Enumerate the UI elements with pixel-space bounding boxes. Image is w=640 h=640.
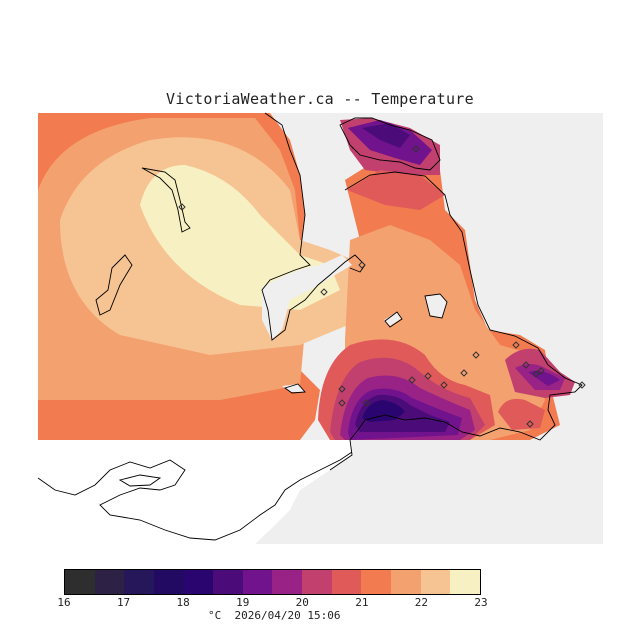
station-marker xyxy=(512,341,520,349)
color-swatch xyxy=(361,570,392,594)
weather-stations xyxy=(178,145,586,428)
color-scale-bar xyxy=(64,569,481,595)
station-marker xyxy=(358,261,366,269)
station-marker xyxy=(362,399,370,407)
color-swatch xyxy=(183,570,214,594)
tick-label: 16 xyxy=(57,596,71,609)
color-swatch xyxy=(213,570,243,594)
land-no-data xyxy=(38,440,352,544)
footer-info: °C 2026/04/20 15:06 xyxy=(208,609,340,622)
tick-label: 22 xyxy=(414,596,429,609)
tick-label: 18 xyxy=(176,596,190,609)
island xyxy=(384,312,402,326)
inlet-water xyxy=(262,255,352,340)
station-marker xyxy=(537,367,545,375)
station-marker xyxy=(338,399,346,407)
color-swatch xyxy=(153,570,184,594)
station-marker xyxy=(522,361,530,369)
unit-label: °C xyxy=(208,609,222,622)
color-swatch xyxy=(94,570,125,594)
color-swatch xyxy=(65,570,95,594)
tick-label: 17 xyxy=(116,596,131,609)
coastlines xyxy=(37,112,583,541)
station-marker xyxy=(408,376,416,384)
station-marker xyxy=(178,203,186,211)
station-marker xyxy=(424,372,432,380)
station-marker xyxy=(526,420,534,428)
station-marker xyxy=(460,369,468,377)
station-marker xyxy=(338,385,346,393)
station-marker xyxy=(472,351,480,359)
color-swatch xyxy=(242,570,273,594)
color-swatch xyxy=(124,570,154,594)
station-marker xyxy=(532,370,540,378)
station-marker xyxy=(320,288,328,296)
tick-label: 23 xyxy=(474,596,488,609)
color-swatch xyxy=(272,570,303,594)
station-marker xyxy=(412,145,420,153)
station-marker xyxy=(440,381,448,389)
color-swatch xyxy=(302,570,332,594)
station-marker xyxy=(578,381,586,389)
color-swatch xyxy=(420,570,451,594)
color-swatch xyxy=(450,570,480,594)
tick-label: 19 xyxy=(236,596,250,609)
tick-label: 21 xyxy=(355,596,369,609)
island xyxy=(425,294,447,318)
map-title: VictoriaWeather.ca -- Temperature xyxy=(166,90,474,108)
color-swatch xyxy=(391,570,421,594)
color-swatch xyxy=(331,570,362,594)
timestamp: 2026/04/20 15:06 xyxy=(234,609,341,622)
tick-label: 20 xyxy=(295,596,309,609)
